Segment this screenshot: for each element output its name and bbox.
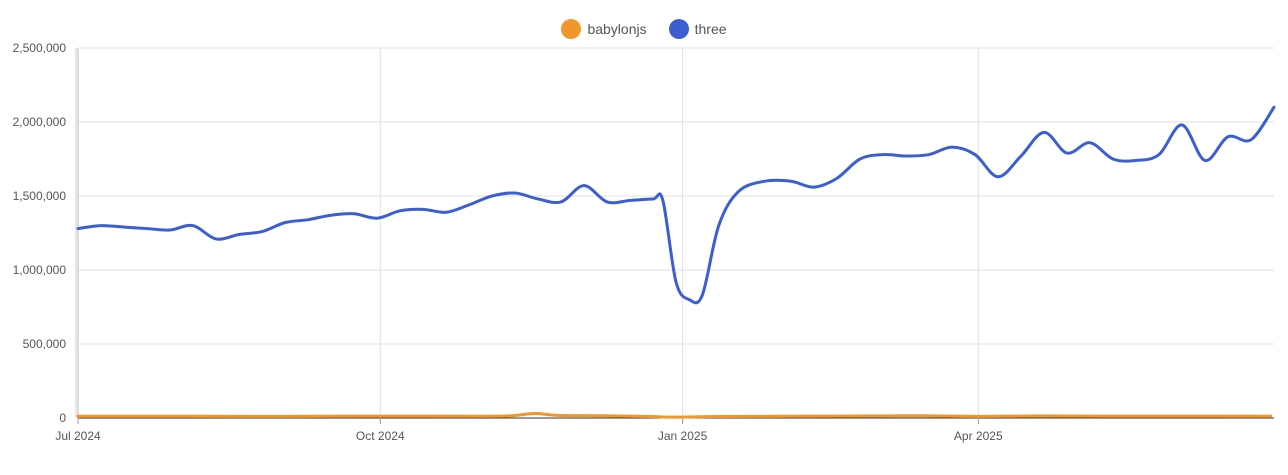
y-tick-label: 0 (59, 411, 66, 425)
legend-swatch-three (668, 19, 689, 39)
legend: babylonjs three (0, 19, 1288, 39)
axes: 0 500,000 1,000,000 1,500,000 2,000,000 2,500… (13, 41, 1003, 443)
series-line-babylonjs (76, 412, 1273, 419)
series-lines (76, 105, 1276, 419)
x-tick-label: Oct 2024 (356, 429, 405, 443)
y-tick-label: 500,000 (23, 337, 67, 351)
legend-item-three[interactable]: three (668, 19, 727, 39)
y-tick-label: 1,000,000 (13, 263, 67, 277)
y-tick-label: 2,500,000 (13, 41, 67, 55)
legend-label-babylonjs: babylonjs (587, 21, 647, 37)
legend-item-babylonjs[interactable]: babylonjs (561, 19, 647, 39)
legend-swatch-babylonjs (561, 19, 582, 39)
x-tick-label: Jul 2024 (55, 429, 101, 443)
y-tick-label: 1,500,000 (13, 189, 67, 203)
legend-label-three: three (694, 21, 727, 37)
y-tick-label: 2,000,000 (13, 115, 67, 129)
series-line-three (76, 105, 1276, 305)
x-tick-label: Jan 2025 (658, 429, 708, 443)
x-tick-label: Apr 2025 (954, 429, 1003, 443)
